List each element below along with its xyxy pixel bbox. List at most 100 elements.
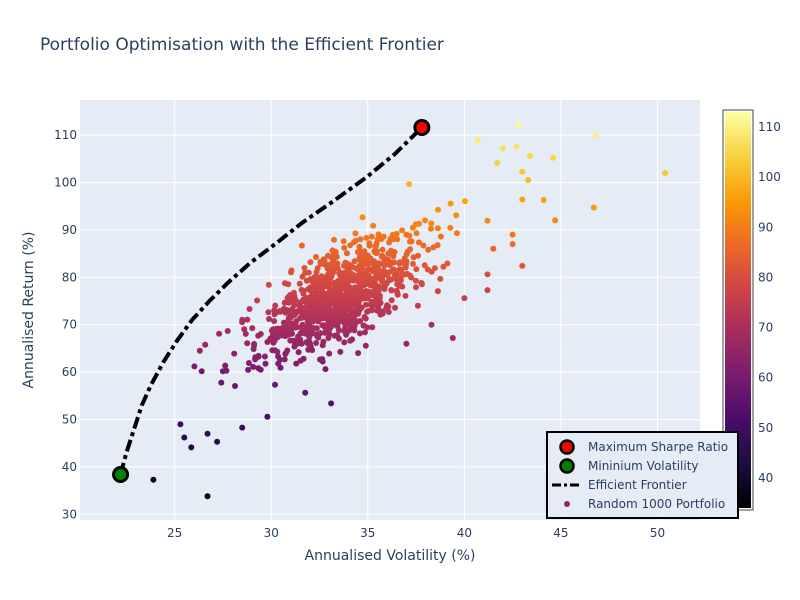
random-portfolio-point [386,239,393,246]
random-portfolio-point [378,278,385,285]
random-portfolio-point [356,243,363,250]
random-portfolio-point [420,242,427,249]
random-portfolio-point [299,321,306,328]
random-portfolio-point [298,340,305,347]
y-axis-title: Annualised Return (%) [21,232,37,389]
random-portfolio-point [272,302,279,309]
random-portfolio-point [289,297,296,304]
random-portfolio-point [453,230,460,237]
random-portfolio-point [389,248,396,255]
random-portfolio-point [271,347,278,354]
random-portfolio-point [375,231,382,238]
random-portfolio-point [590,204,597,211]
random-portfolio-point [362,301,369,308]
legend-item-efficient-frontier[interactable]: Efficient Frontier [552,478,687,492]
random-portfolio-point [447,224,454,231]
random-portfolio-point [346,287,353,294]
x-axis-ticks: 25 30 35 40 45 50 [167,526,665,540]
colorbar-tick-label: 90 [758,220,773,234]
random-portfolio-point [356,307,362,314]
random-portfolio-point [540,197,547,203]
random-portfolio-point [341,244,348,251]
random-portfolio-point [282,309,289,316]
random-portfolio-point [364,291,371,298]
random-portfolio-point [347,277,354,284]
random-portfolio-point [251,341,258,347]
random-portfolio-point [287,307,294,314]
random-portfolio-point [519,196,526,203]
random-portfolio-point [390,236,397,243]
random-portfolio-point [319,358,326,365]
random-portfolio-point [293,360,300,367]
random-portfolio-point [383,269,390,276]
random-portfolio-point [440,263,447,270]
colorbar-tick-label: 50 [758,421,773,435]
random-portfolio-point [332,292,339,299]
random-portfolio-point [302,330,309,337]
random-portfolio-point [375,273,382,280]
random-portfolio-point [325,335,332,341]
random-portfolio-point [378,310,385,316]
random-portfolio-point [340,319,347,326]
random-portfolio-points [150,121,669,500]
random-portfolio-point [245,360,252,366]
random-portfolio-point [383,304,390,311]
random-portfolio-point [371,248,378,255]
y-axis-ticks: 30 40 50 60 70 80 90 100 110 [54,128,77,521]
random-portfolio-point [437,275,444,282]
random-portfolio-point [416,220,422,227]
random-portfolio-point [288,269,294,276]
random-portfolio-point [402,292,409,299]
y-tick-label: 100 [54,175,77,189]
random-portfolio-point [359,288,366,295]
random-portfolio-point [202,341,209,348]
random-portfolio-point [214,438,221,445]
random-portfolio-point [484,287,491,294]
random-portfolio-point [250,363,257,370]
random-portfolio-point [413,284,419,291]
random-portfolio-point [276,307,283,314]
random-portfolio-point [177,421,184,428]
random-portfolio-point [550,154,557,161]
legend-item-max-sharpe[interactable]: Maximum Sharpe Ratio [559,439,729,455]
x-tick-label: 25 [167,526,182,540]
random-portfolio-point [264,413,271,420]
random-portfolio-point [318,273,325,280]
random-portfolio-point [324,276,331,283]
random-portfolio-point [223,367,230,374]
y-tick-label: 50 [62,413,77,427]
random-portfolio-point [435,206,442,213]
random-portfolio-point [320,322,327,329]
legend-item-random-portfolios[interactable]: Random 1000 Portfolio [564,497,725,511]
random-portfolio-point [322,366,329,373]
random-portfolio-point [326,350,333,357]
colorbar-tick-label: 100 [758,170,781,184]
random-portfolio-point [216,330,223,337]
random-portfolio-point [282,350,289,357]
random-portfolio-point [306,305,313,312]
random-portfolio-point [378,253,385,260]
random-portfolio-point [427,225,434,232]
random-portfolio-point [364,252,371,259]
random-portfolio-point [305,322,312,329]
efficient-frontier-line [118,126,424,476]
random-portfolio-point [191,363,198,370]
random-portfolio-point [351,258,358,265]
random-portfolio-point [352,237,359,244]
random-portfolio-point [412,277,419,284]
random-portfolio-point [366,266,373,273]
random-portfolio-point [396,266,403,273]
random-portfolio-point [347,337,354,344]
random-portfolio-point [365,308,372,314]
random-portfolio-point [428,220,435,227]
random-portfolio-point [388,287,395,294]
legend-item-min-volatility[interactable]: Mininium Volatility [559,458,699,474]
random-portfolio-point [461,295,468,302]
random-portfolio-point [347,242,354,249]
random-portfolio-point [408,238,415,245]
random-portfolio-point [257,366,264,373]
random-portfolio-point [359,252,366,259]
random-portfolio-point [371,292,378,299]
legend-random-label: Random 1000 Portfolio [588,497,725,511]
random-portfolio-point [315,306,322,313]
